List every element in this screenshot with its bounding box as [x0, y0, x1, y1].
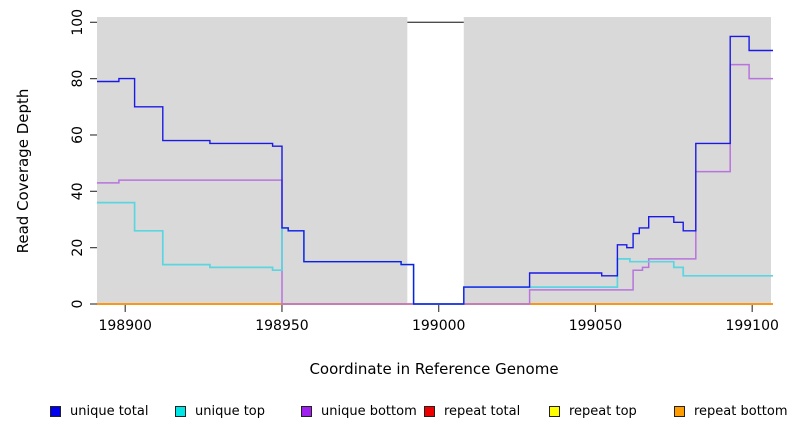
y-tick-label: 80 [70, 70, 86, 88]
legend-swatch-repeat-bottom [674, 405, 685, 417]
legend-item-repeat-total: repeat total [424, 401, 520, 421]
legend-label: repeat total [444, 403, 521, 419]
legend-label: repeat bottom [694, 403, 788, 419]
legend-swatch-unique-total [50, 405, 61, 417]
legend-swatch-unique-bottom [301, 405, 312, 417]
series-line-unique-total [97, 35, 773, 305]
legend-item-unique-total: unique total [50, 401, 148, 421]
y-tick-label: 20 [70, 239, 86, 257]
legend-item-unique-top: unique top [175, 401, 265, 421]
y-axis-title: Read Coverage Depth [14, 88, 32, 254]
legend-swatch-repeat-top [549, 405, 560, 417]
legend-item-repeat-bottom: repeat bottom [674, 401, 788, 421]
legend-label: repeat top [569, 403, 637, 419]
y-tick-label: 40 [70, 182, 86, 200]
legend: unique total unique top unique bottom re… [0, 401, 792, 425]
legend-label: unique bottom [321, 403, 417, 419]
legend-swatch-repeat-total [424, 405, 435, 417]
chart-svg: 198900 198950 199000 199050 199100 0 20 40 60 80 1… [70, 9, 779, 334]
x-tick-label: 199050 [569, 318, 622, 334]
x-tick-label: 198950 [255, 318, 308, 334]
x-tick-label: 199100 [725, 318, 778, 334]
legend-label: unique top [195, 403, 266, 419]
legend-label: unique total [70, 403, 149, 419]
masked-region [407, 17, 464, 305]
legend-item-repeat-top: repeat top [549, 401, 637, 421]
x-axis-title: Coordinate in Reference Genome [309, 360, 559, 378]
legend-swatch-unique-top [175, 405, 186, 417]
y-tick-label: 0 [70, 300, 86, 309]
x-tick-label: 199000 [412, 318, 465, 334]
y-tick-label: 60 [70, 126, 86, 144]
y-tick-label: 100 [70, 9, 86, 36]
x-tick-label: 198900 [98, 318, 151, 334]
legend-item-unique-bottom: unique bottom [301, 401, 417, 421]
